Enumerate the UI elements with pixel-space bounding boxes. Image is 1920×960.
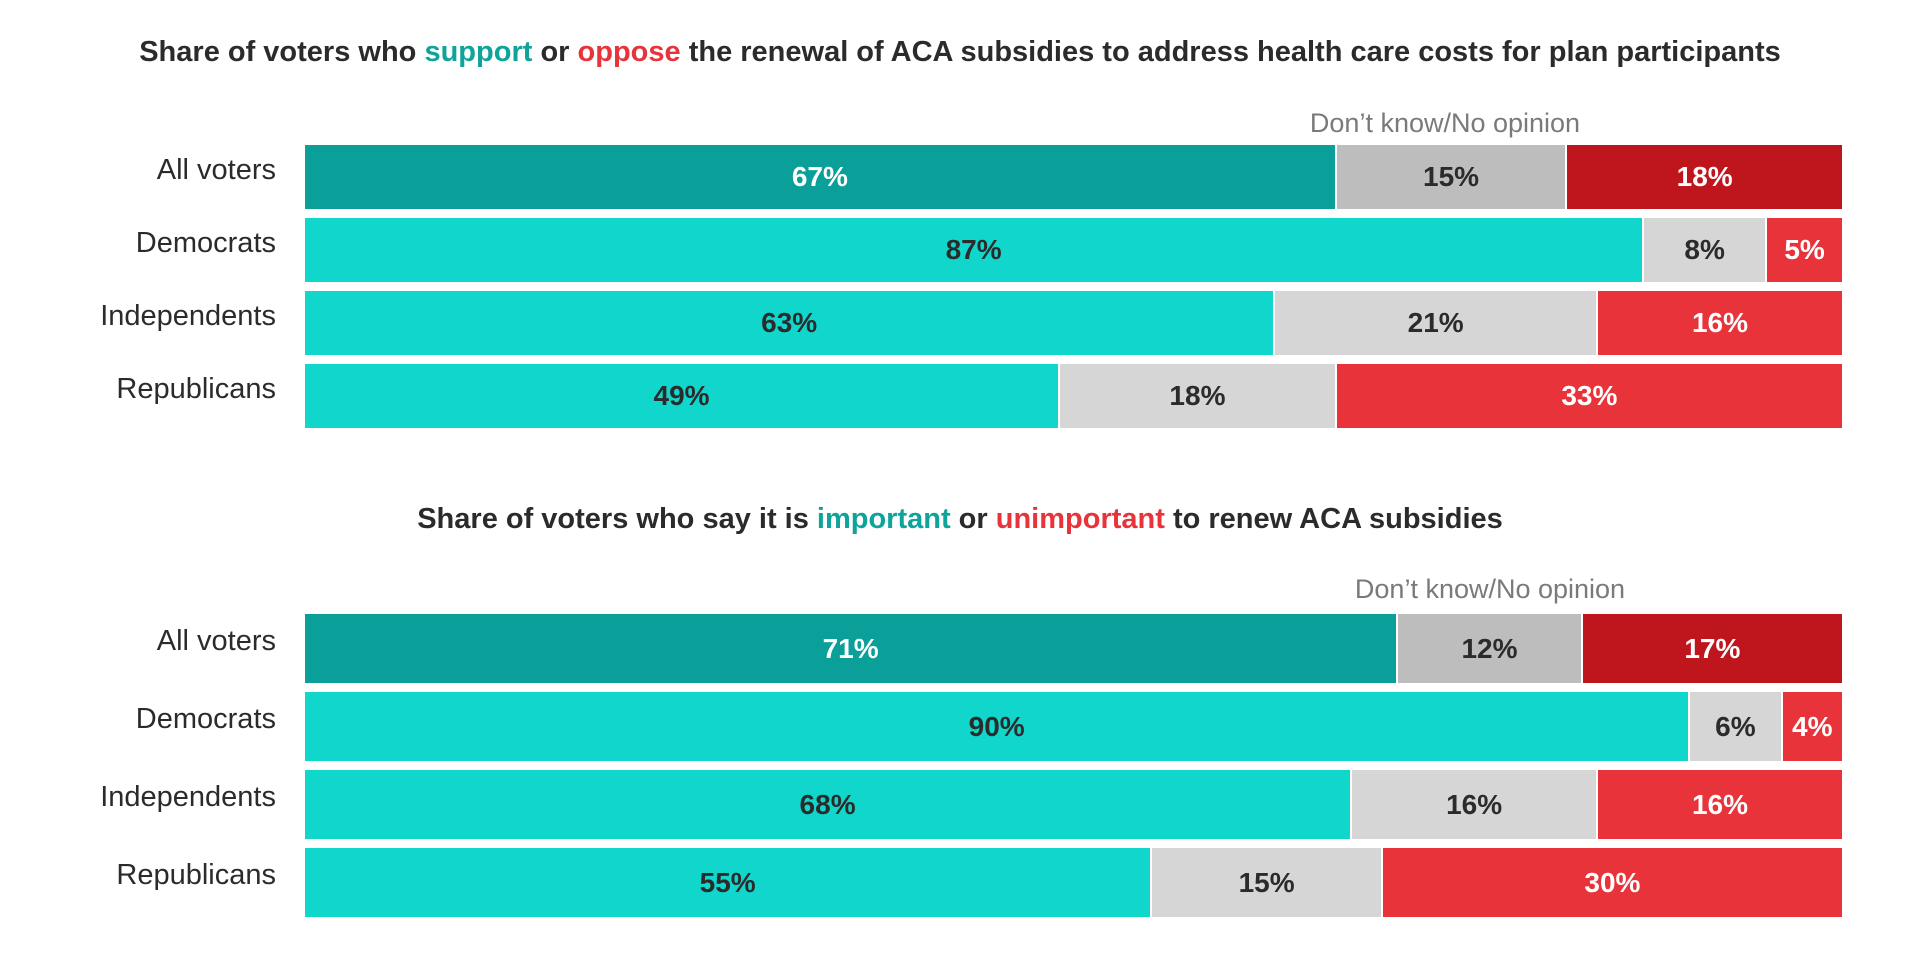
oppose-segment: 33% [1334,364,1842,428]
oppose-segment: 5% [1765,218,1842,282]
stacked-bar: 55% 15% 30% [305,848,1842,917]
dont-know-segment: 15% [1334,145,1566,209]
data-label: 15% [1423,161,1480,192]
chart-title: Share of voters who support or oppose th… [0,36,1920,69]
dont-know-segment: 16% [1350,770,1597,839]
data-label: 90% [968,710,1025,742]
category-label: Independents [100,781,276,813]
bar-row: All voters 71% 12% 17% [0,614,1920,683]
dont-know-segment: 8% [1642,218,1766,282]
bar-row: Independents 68% 16% 16% [0,770,1920,839]
data-label: 68% [799,788,856,820]
dont-know-segment: 18% [1058,364,1335,428]
data-label: 4% [1792,710,1833,742]
importance-chart: Share of voters who say it is important … [0,470,1920,960]
title-text: Share of voters who say it is [417,503,817,535]
category-label: Republicans [116,373,276,405]
oppose-segment: 30% [1380,848,1842,917]
oppose-segment: 18% [1565,145,1842,209]
title-text: to renew ACA subsidies [1164,503,1503,535]
data-label: 12% [1461,632,1518,664]
stacked-bar: 63% 21% 16% [305,291,1842,355]
bar-row: All voters 67% 15% 18% [0,145,1920,209]
data-label: 67% [791,161,848,192]
title-positive-word: important [816,503,951,535]
data-label: 8% [1684,234,1725,265]
bar-row: Republicans 49% 18% 33% [0,364,1920,428]
category-label: Republicans [116,859,276,891]
dont-know-segment: 12% [1396,614,1581,683]
data-label: 18% [1676,161,1733,192]
stacked-bar: 90% 6% 4% [305,692,1842,761]
data-label: 33% [1561,380,1618,411]
data-label: 17% [1684,632,1741,664]
data-label: 16% [1691,307,1749,338]
stacked-bar: 49% 18% 33% [305,364,1842,428]
support-segment: 71% [305,614,1397,683]
oppose-segment: 17% [1580,614,1842,683]
bar-row: Democrats 90% 6% 4% [0,692,1920,761]
data-label: 6% [1715,710,1756,742]
data-label: 71% [822,632,879,664]
oppose-segment: 16% [1596,770,1842,839]
bar-row: Independents 63% 21% 16% [0,291,1920,355]
support-segment: 90% [305,692,1689,761]
title-text: the renewal of ACA subsidies to address … [680,36,1781,68]
support-segment: 49% [305,364,1059,428]
title-positive-word: support [424,36,533,68]
data-label: 21% [1407,307,1464,338]
support-segment: 67% [305,145,1335,209]
stacked-bar: 71% 12% 17% [305,614,1842,683]
oppose-segment: 4% [1780,692,1842,761]
data-label: 87% [945,234,1002,265]
bar-row: Republicans 55% 15% 30% [0,848,1920,917]
dont-know-legend-label: Don’t know/No opinion [1354,574,1626,604]
bar-row: Democrats 87% 8% 5% [0,218,1920,282]
data-label: 5% [1784,234,1825,265]
dont-know-legend-label: Don’t know/No opinion [1309,108,1581,138]
data-label: 55% [699,866,756,898]
title-text: Share of voters who [139,36,425,68]
dont-know-segment: 21% [1273,291,1597,355]
data-label: 15% [1238,866,1295,898]
category-label: Independents [100,300,276,332]
data-label: 16% [1691,788,1749,820]
chart-title: Share of voters who say it is important … [0,503,1920,536]
oppose-segment: 16% [1596,291,1842,355]
data-label: 49% [653,380,710,411]
dont-know-segment: 6% [1688,692,1781,761]
data-label: 18% [1169,380,1226,411]
stacked-bar: 87% 8% 5% [305,218,1842,282]
support-segment: 68% [305,770,1351,839]
title-negative-word: unimportant [995,503,1165,535]
category-label: Democrats [135,703,276,735]
stacked-bar: 68% 16% 16% [305,770,1842,839]
category-label: Democrats [135,227,276,259]
support-segment: 87% [305,218,1643,282]
title-text: or [950,503,996,535]
data-label: 63% [761,307,818,338]
title-negative-word: oppose [577,36,681,68]
support-segment: 63% [305,291,1274,355]
data-label: 16% [1446,788,1503,820]
support-oppose-chart: Share of voters who support or oppose th… [0,0,1920,460]
category-label: All voters [156,625,276,657]
data-label: 30% [1584,866,1641,898]
dont-know-segment: 15% [1150,848,1381,917]
category-label: All voters [156,154,276,186]
title-text: or [532,36,578,68]
support-segment: 55% [305,848,1151,917]
stacked-bar: 67% 15% 18% [305,145,1842,209]
